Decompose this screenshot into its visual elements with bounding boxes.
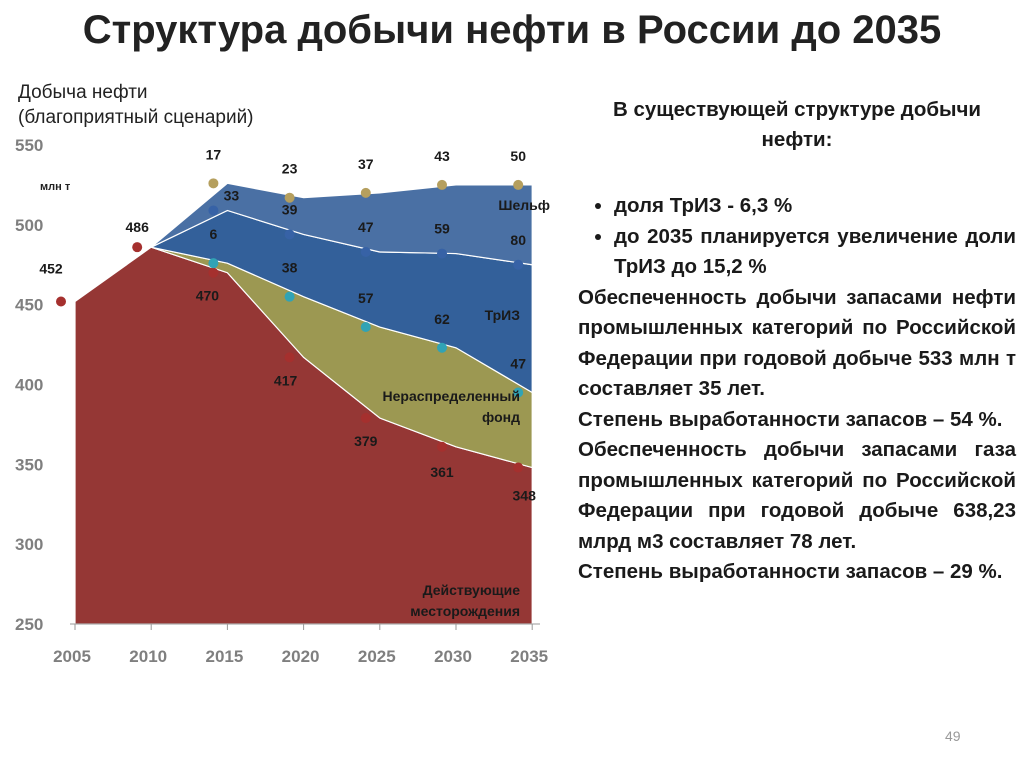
value-label: 486 [126,219,150,235]
value-label: 47 [510,355,526,371]
data-point [437,179,447,190]
data-point [513,179,524,190]
text-panel: В существующей структуре добычи нефти: д… [578,95,1016,588]
data-point [132,242,143,253]
value-label: 6 [210,226,218,242]
y-tick-label: 250 [15,615,43,634]
data-point [437,441,447,452]
value-label: 348 [513,488,537,504]
bullet: до 2035 планируется увеличение доли ТрИЗ… [614,222,1016,283]
data-point [284,192,295,203]
data-point [208,267,219,278]
data-point [360,413,371,424]
chart: млн т 2005 2010 2015 2020 2025 2030 2035 250 300… [15,136,548,666]
x-tick-label: 2015 [205,647,243,666]
data-point [284,352,295,363]
value-label: 470 [196,288,220,304]
value-label: 57 [358,290,374,306]
value-label: 39 [282,201,298,217]
data-point [437,342,447,353]
value-label: 361 [430,464,454,480]
y-tick-label: 300 [15,535,43,554]
data-point [513,387,524,398]
data-point [208,205,219,216]
x-tick-label: 2005 [53,647,91,666]
value-label: 47 [358,219,374,235]
value-label: 452 [39,260,63,276]
bullet: доля ТрИЗ - 6,3 % [614,191,1016,222]
subtitle-line: (благоприятный сценарий) [18,107,254,128]
y-tick-label: 450 [15,296,43,315]
data-point [284,291,295,302]
data-point [56,296,66,307]
subtitle-line: Добыча нефти [18,82,148,103]
x-tick-label: 2020 [282,647,320,666]
value-label: 38 [282,260,298,276]
paragraph: Степень выработанности запасов – 54 %. [578,407,1003,431]
y-tick-label: 350 [15,455,43,474]
paragraph: Обеспеченность добычи запасами газа пром… [578,438,1016,553]
series-label: Нераспределенный фонд [382,388,520,425]
data-point [284,229,295,240]
page-number: 49 [945,728,961,744]
paragraph: Обеспеченность добычи запасами нефти про… [578,285,1016,401]
data-point [360,322,371,333]
value-label: 43 [434,148,450,164]
value-label: 59 [434,221,450,237]
data-point [513,259,524,270]
x-tick-label: 2010 [129,647,167,666]
value-label: 50 [510,148,526,164]
series-label: Шельф [498,197,550,213]
data-point [360,187,371,198]
series-label: ТрИЗ [484,307,520,323]
value-label: 33 [224,187,240,203]
chart-subtitle: Добыча нефти (благоприятный сценарий) [18,80,254,130]
y-tick-label: 400 [15,376,43,395]
data-point [360,246,371,257]
data-point [513,462,524,473]
y-tick-label: 550 [15,136,43,155]
x-tick-label: 2025 [358,647,396,666]
value-label: 80 [510,232,526,248]
slide-title: Структура добычи нефти в России до 2035 [82,8,942,52]
value-label: 37 [358,156,374,172]
value-label: 17 [206,146,222,162]
value-label: 379 [354,433,378,449]
data-point [208,258,219,269]
y-axis-label: млн т [40,181,71,193]
y-tick-label: 500 [15,216,43,235]
series-label: Действующие месторождения [410,582,520,619]
bullet-list: доля ТрИЗ - 6,3 % до 2035 планируется ув… [578,191,1016,283]
value-label: 417 [274,372,298,388]
panel-heading: В существующей структуре добычи нефти: [612,98,982,151]
data-point [437,248,447,259]
data-point [208,178,219,189]
x-tick-label: 2035 [510,647,548,666]
value-label: 23 [282,161,298,177]
paragraph: Степень выработанности запасов – 29 %. [578,560,1003,583]
x-tick-label: 2030 [434,647,472,666]
value-label: 62 [434,311,450,327]
